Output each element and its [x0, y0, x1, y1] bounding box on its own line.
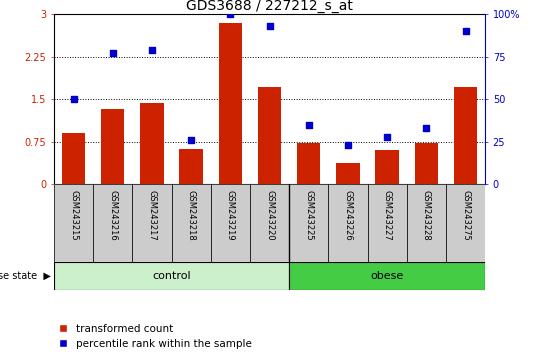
Bar: [375, 150, 399, 184]
Text: control: control: [152, 271, 191, 281]
Point: [343, 142, 352, 148]
Text: GSM243226: GSM243226: [343, 190, 353, 241]
Bar: [297, 143, 321, 184]
Bar: [289, 184, 328, 262]
Bar: [328, 184, 368, 262]
Bar: [101, 109, 125, 184]
Point: [187, 137, 196, 143]
Bar: [54, 262, 289, 290]
Text: GSM243227: GSM243227: [383, 190, 392, 241]
Bar: [414, 143, 438, 184]
Text: obese: obese: [370, 271, 404, 281]
Title: GDS3688 / 227212_s_at: GDS3688 / 227212_s_at: [186, 0, 353, 13]
Bar: [407, 184, 446, 262]
Bar: [93, 184, 132, 262]
Bar: [54, 184, 93, 262]
Point: [461, 28, 470, 34]
Point: [69, 96, 78, 102]
Bar: [454, 87, 477, 184]
Text: GSM243220: GSM243220: [265, 190, 274, 241]
Text: GSM243228: GSM243228: [422, 190, 431, 241]
Point: [383, 134, 391, 139]
Bar: [171, 184, 211, 262]
Text: GSM243216: GSM243216: [108, 190, 117, 241]
Legend: transformed count, percentile rank within the sample: transformed count, percentile rank withi…: [59, 324, 252, 349]
Text: disease state  ▶: disease state ▶: [0, 271, 51, 281]
Text: GSM243225: GSM243225: [304, 190, 313, 241]
Text: GSM243215: GSM243215: [69, 190, 78, 241]
Point: [265, 23, 274, 29]
Bar: [368, 184, 407, 262]
Bar: [289, 262, 485, 290]
Bar: [258, 87, 281, 184]
Text: GSM243275: GSM243275: [461, 190, 470, 241]
Bar: [218, 23, 242, 184]
Bar: [336, 162, 360, 184]
Bar: [446, 184, 485, 262]
Bar: [62, 133, 85, 184]
Bar: [179, 149, 203, 184]
Bar: [211, 184, 250, 262]
Point: [226, 11, 234, 17]
Bar: [132, 184, 171, 262]
Point: [422, 125, 431, 131]
Bar: [250, 184, 289, 262]
Point: [108, 50, 117, 56]
Text: GSM243219: GSM243219: [226, 190, 235, 241]
Bar: [140, 103, 164, 184]
Point: [305, 122, 313, 127]
Point: [148, 47, 156, 53]
Text: GSM243217: GSM243217: [147, 190, 156, 241]
Text: GSM243218: GSM243218: [186, 190, 196, 241]
